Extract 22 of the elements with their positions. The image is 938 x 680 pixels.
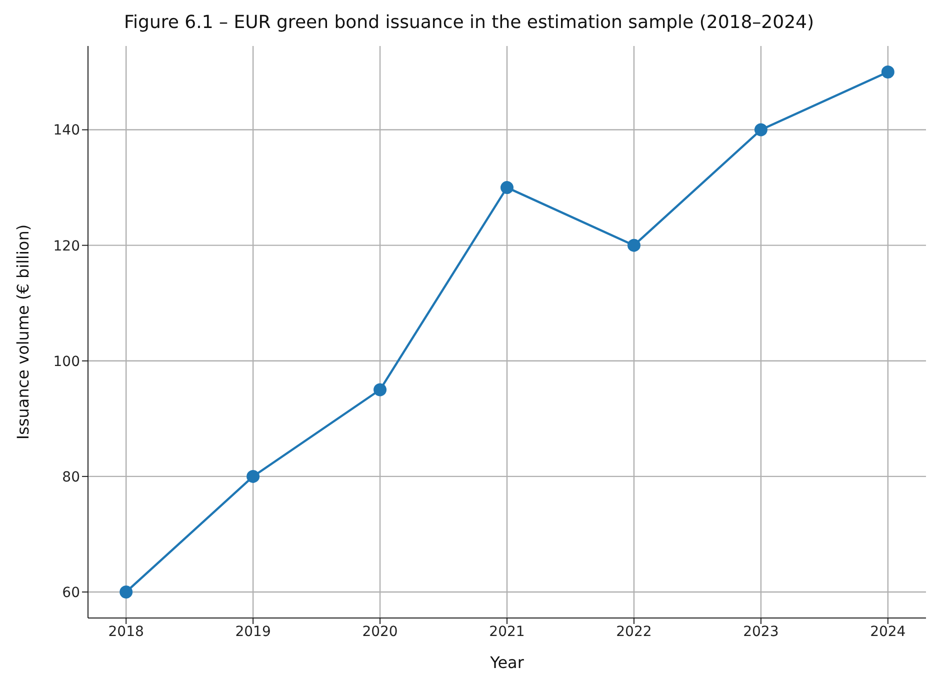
y-tick-label: 100 <box>53 354 80 370</box>
point <box>246 470 260 483</box>
point <box>627 238 640 252</box>
y-axis-title: Issuance volume (€ billion) <box>14 224 33 440</box>
x-tick-label: 2023 <box>743 624 779 640</box>
point <box>120 586 133 598</box>
x-tick-label: 2024 <box>870 624 906 640</box>
x-tick-label: 2022 <box>616 624 652 640</box>
point <box>374 383 387 396</box>
y-tick-label: 60 <box>62 584 80 601</box>
x-axis-title: Year <box>489 653 524 672</box>
point <box>754 123 768 136</box>
y-tick-label: 120 <box>53 238 80 254</box>
x-tick-label: 2019 <box>235 624 271 640</box>
x-tick-label: 2021 <box>489 624 525 640</box>
point <box>881 66 894 78</box>
y-tick-label: 80 <box>62 469 80 486</box>
x-tick-label: 2018 <box>108 624 144 640</box>
y-tick-label: 140 <box>53 122 80 139</box>
chart-title: Figure 6.1 – EUR green bond issuance in the estimation sample (2018–2024) <box>122 11 816 35</box>
point <box>500 181 514 194</box>
x-tick-label: 2020 <box>362 624 398 640</box>
